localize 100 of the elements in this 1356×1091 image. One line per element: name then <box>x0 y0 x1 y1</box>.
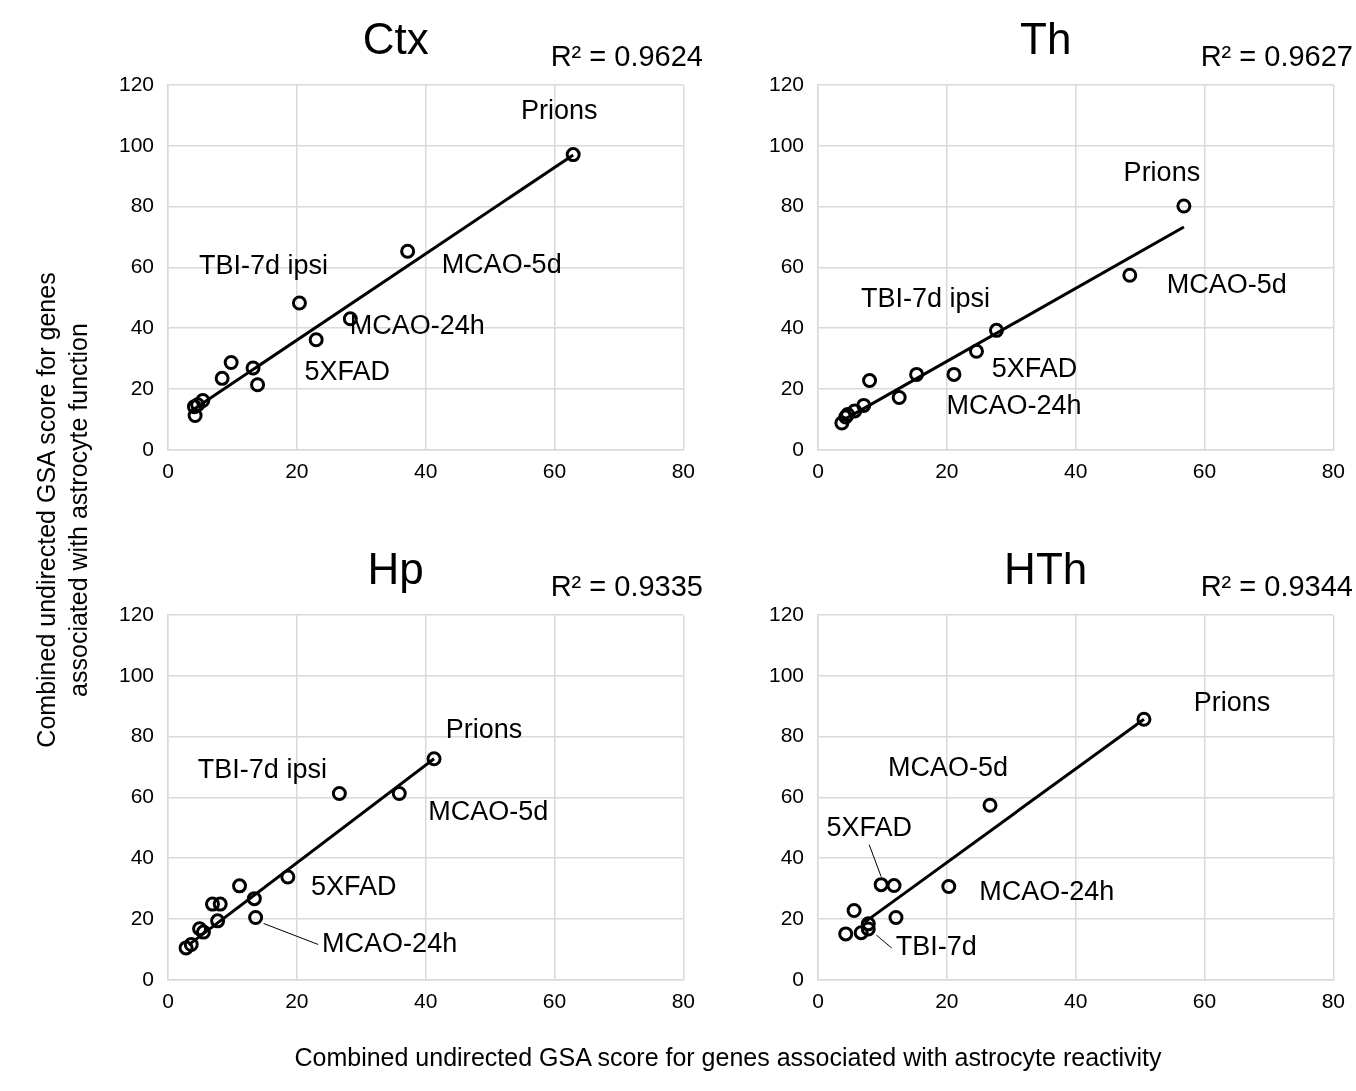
x-tick-label: 20 <box>935 989 959 1013</box>
annotation: TBI-7d ipsi <box>860 282 990 313</box>
x-tick-label: 20 <box>285 989 309 1013</box>
y-tick-label: 120 <box>768 71 805 95</box>
annotation: 5XFAD <box>304 356 390 387</box>
y-tick-label: 60 <box>130 784 155 808</box>
y-tick-label: 0 <box>142 436 155 460</box>
x-tick-label: 80 <box>1321 459 1345 483</box>
y-tick-label: 20 <box>130 375 155 399</box>
point <box>888 909 904 925</box>
point <box>886 878 902 894</box>
x-tick-label: 20 <box>935 459 959 483</box>
point <box>223 355 239 371</box>
point <box>183 937 199 953</box>
annotation: 5XFAD <box>991 352 1078 383</box>
x-tick-label: 60 <box>542 989 567 1013</box>
x-tick-label: 0 <box>162 989 174 1013</box>
y-tick-label: 0 <box>142 966 155 990</box>
y-tick-label: 80 <box>130 193 155 217</box>
annotation: 5XFAD <box>311 870 397 901</box>
x-tick-label: 0 <box>812 989 824 1013</box>
point <box>210 913 226 929</box>
point <box>834 415 850 431</box>
y-tick-label: 120 <box>118 71 155 95</box>
point <box>245 360 261 376</box>
point <box>909 366 925 382</box>
point <box>195 393 211 409</box>
y-tick-label: 100 <box>768 132 805 156</box>
point <box>860 921 876 937</box>
point <box>860 916 876 932</box>
y-tick-label: 20 <box>130 905 155 929</box>
annotation: MCAO-5d <box>1166 268 1287 299</box>
y-tick-label: 40 <box>780 845 805 868</box>
point <box>853 925 869 941</box>
chart-title: Hp <box>367 544 424 594</box>
y-tick-label: 60 <box>780 784 805 808</box>
y-tick-label: 120 <box>118 601 155 625</box>
y-tick-label: 60 <box>130 254 155 278</box>
annotation: MCAO-5d <box>888 751 1009 782</box>
annotation: TBI-7d ipsi <box>198 250 328 281</box>
y-tick-label: 80 <box>130 723 155 747</box>
point <box>246 891 262 907</box>
chart-title: HTh <box>1004 544 1088 594</box>
text: R² = 0.9344 <box>1200 570 1353 602</box>
annotation: Prions <box>445 714 523 745</box>
y-tick-label: 40 <box>130 845 155 868</box>
point <box>250 377 266 393</box>
point <box>847 403 863 419</box>
point <box>186 399 202 415</box>
text: R² = 0.9627 <box>1200 40 1353 72</box>
x-tick-label: 80 <box>1321 989 1345 1013</box>
point <box>212 896 228 912</box>
point <box>873 877 889 893</box>
y-tick-label: 20 <box>780 375 805 399</box>
point <box>426 751 442 767</box>
y-tick-label: 80 <box>780 723 805 747</box>
point <box>308 332 324 348</box>
point <box>946 366 962 382</box>
point <box>214 370 230 386</box>
y-tick-label: 100 <box>118 132 155 156</box>
x-tick-label: 0 <box>812 459 824 483</box>
x-tick-label: 40 <box>414 989 438 1013</box>
point <box>838 926 854 942</box>
text: R² = 0.9335 <box>550 570 703 602</box>
point <box>232 878 248 894</box>
x-tick-label: 60 <box>542 459 567 483</box>
text: R² = 0.9624 <box>550 40 703 72</box>
point <box>941 878 957 894</box>
point <box>248 909 264 925</box>
point <box>1136 711 1152 727</box>
y-tick-label: 60 <box>780 254 805 278</box>
point <box>204 896 220 912</box>
point <box>982 797 998 813</box>
chart-title: Th <box>1020 14 1072 64</box>
point <box>280 869 296 885</box>
point <box>565 147 581 163</box>
annotation: Prions <box>1123 157 1201 188</box>
annotation: MCAO-5d <box>428 795 549 826</box>
point <box>178 940 194 956</box>
x-tick-label: 0 <box>162 459 174 483</box>
point <box>1122 267 1138 283</box>
annotation: TBI-7d <box>895 931 977 962</box>
y-axis-title: Combined undirected GSA score for genes associated with astrocyte function <box>31 271 93 750</box>
annotation: 5XFAD <box>826 812 912 843</box>
annotation: MCAO-5d <box>441 248 562 279</box>
annotation: Prions <box>1193 686 1271 717</box>
y-tick-label: 100 <box>768 662 805 686</box>
y-tick-label: 0 <box>792 966 805 990</box>
annotation: TBI-7d ipsi <box>197 753 327 784</box>
x-tick-label: 40 <box>414 459 438 483</box>
y-tick-label: 120 <box>768 601 805 625</box>
x-tick-label: 60 <box>1192 459 1217 483</box>
point <box>862 372 878 388</box>
y-tick-label: 40 <box>780 315 805 338</box>
point <box>391 785 407 801</box>
x-tick-label: 80 <box>671 459 695 483</box>
y-tick-label: 20 <box>780 905 805 929</box>
point <box>891 390 907 406</box>
point <box>331 785 347 801</box>
x-tick-label: 20 <box>285 459 309 483</box>
